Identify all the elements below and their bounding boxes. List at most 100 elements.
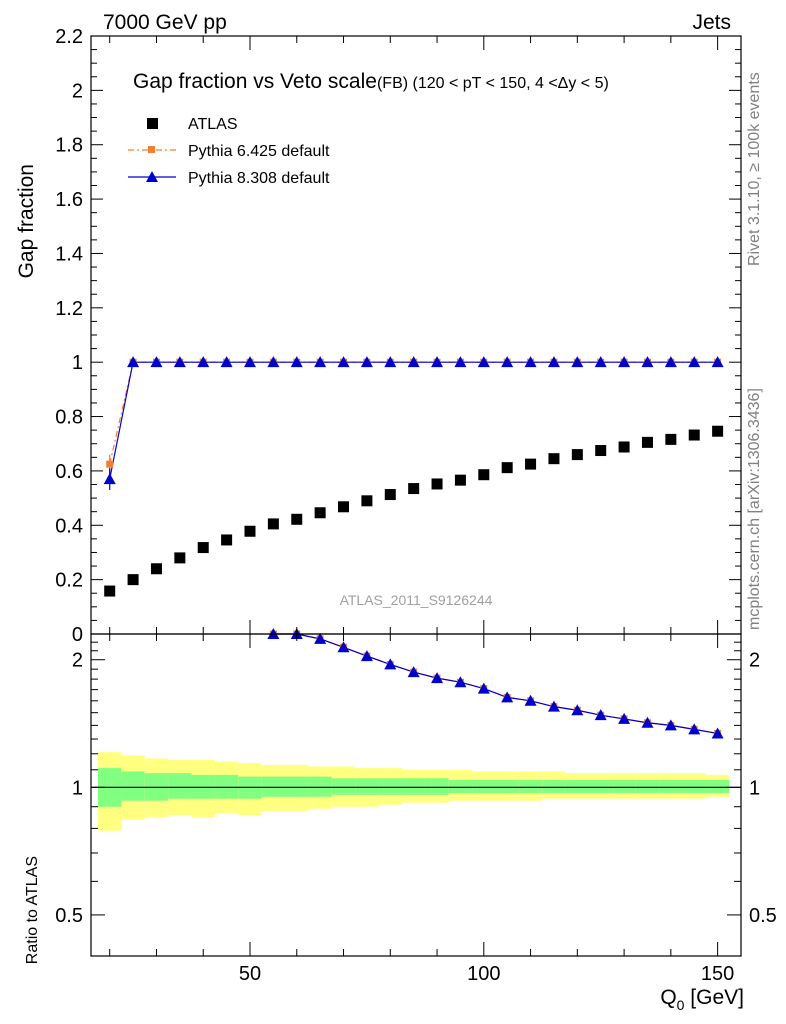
ratio-point-pythia8 [501,691,514,703]
x-tick-label: 150 [701,963,734,985]
main-point-pythia8 [360,356,373,368]
main-point-atlas [454,474,466,486]
main-point-pythia8 [197,356,210,368]
main-point-pythia8 [173,356,186,368]
band-green-bin [495,780,519,793]
ratio-point-pythia8 [664,719,677,731]
main-point-pythia8 [641,356,654,368]
main-point-atlas [384,489,396,501]
main-point-atlas [641,436,653,448]
main-point-atlas [712,425,724,437]
energy-label: 7000 GeV pp [103,11,227,34]
x-axis-title-unit: [GeV] [684,986,744,1009]
x-axis-title: Q0 [GeV] [660,986,744,1013]
ratio-point-pythia8 [407,666,420,678]
main-point-atlas [244,525,256,537]
legend-marker-pythia6 [148,146,155,153]
main-point-pythia8 [571,356,584,368]
main-point-atlas [525,458,537,470]
main-point-pythia8 [290,356,303,368]
band-green-bin [518,780,543,793]
band-green-bin [355,778,379,795]
main-point-pythia8 [384,356,397,368]
main-point-pythia8 [220,356,233,368]
band-green-bin [659,780,683,793]
ratio-point-pythia8 [688,723,701,735]
plot-title: Gap fraction vs Veto scale(FB) (120 < pT… [133,70,609,93]
band-green-bin [448,780,473,793]
main-point-atlas [127,574,139,586]
main-point-pythia8 [150,356,163,368]
main-point-pythia8 [501,356,514,368]
process-label: Jets [692,11,731,34]
main-y-tick-label: 0.6 [55,461,83,483]
band-green-bin [425,778,449,795]
ratio-y-tick-label-left: 1 [72,777,83,799]
y-axis-title-ratio: Ratio to ATLAS [24,856,41,964]
main-point-pythia8 [431,356,444,368]
band-green-bin [705,780,730,793]
ratio-point-pythia8 [431,672,444,684]
ratio-point-pythia8 [477,682,490,694]
main-point-atlas [150,563,162,575]
main-point-atlas [408,483,420,495]
main-point-pythia8 [314,356,327,368]
band-green-bin [261,776,286,797]
legend-label-pythia8: Pythia 8.308 default [188,170,330,187]
rivet-info-label: Rivet 3.1.10, ≥ 100k events [746,72,763,266]
main-point-pythia8 [407,356,420,368]
main-point-atlas [338,501,350,513]
band-green-bin [378,778,402,795]
main-point-pythia8 [618,356,631,368]
main-y-tick-label: 1.2 [55,298,83,320]
main-point-pythia8 [267,356,280,368]
main-point-atlas [501,462,513,474]
ratio-y-tick-label-left: 0.5 [55,905,83,927]
main-point-atlas [314,507,326,519]
main-series-line-2 [109,361,718,480]
main-point-pythia8 [688,356,701,368]
ratio-y-tick-label-left: 2 [72,650,83,672]
ratio-point-pythia8 [524,694,537,706]
main-point-atlas [197,542,209,554]
main-point-atlas [688,429,700,441]
main-point-pythia8 [454,356,467,368]
ratio-y-tick-label-right: 2 [749,650,760,672]
legend: ATLAS Pythia 6.425 default Pythia 8.308 … [128,116,330,187]
main-point-atlas [571,449,583,461]
main-point-atlas [478,469,490,481]
ratio-y-tick-label-right: 0.5 [749,905,777,927]
ratio-point-pythia8 [337,641,350,653]
main-point-atlas [291,513,303,525]
main-y-tick-label: 0.4 [55,515,83,537]
watermark: ATLAS_2011_S9126244 [340,592,493,608]
ratio-plot-frame [90,633,742,957]
main-point-pythia8 [127,356,140,368]
band-green-bin [542,780,566,793]
main-y-tick-label: 0.8 [55,407,83,429]
main-point-pythia8 [243,356,256,368]
main-y-tick-label: 2.2 [55,26,83,48]
main-point-atlas [431,478,443,490]
main-point-pythia8 [337,356,350,368]
ratio-point-pythia8 [618,712,631,724]
band-green-bin [472,780,496,793]
band-green-bin [121,771,145,801]
data-markers [103,356,724,739]
main-point-pythia8 [594,356,607,368]
x-axis-title-main: Q [660,986,676,1009]
main-point-atlas [548,453,560,465]
main-y-tick-label: 2 [72,80,83,102]
main-point-pythia8 [547,356,560,368]
main-point-pythia8 [524,356,537,368]
ratio-point-pythia8 [454,676,467,688]
mcplots-reference-label: mcplots.cern.ch [arXiv:1306.3436] [746,388,763,630]
main-point-atlas [665,433,677,445]
main-y-tick-label: 1.8 [55,135,83,157]
band-green-bin [401,778,426,795]
band-green-bin [331,778,356,795]
main-point-atlas [595,445,607,457]
legend-marker-atlas [147,118,158,129]
band-green-bin [589,780,613,793]
